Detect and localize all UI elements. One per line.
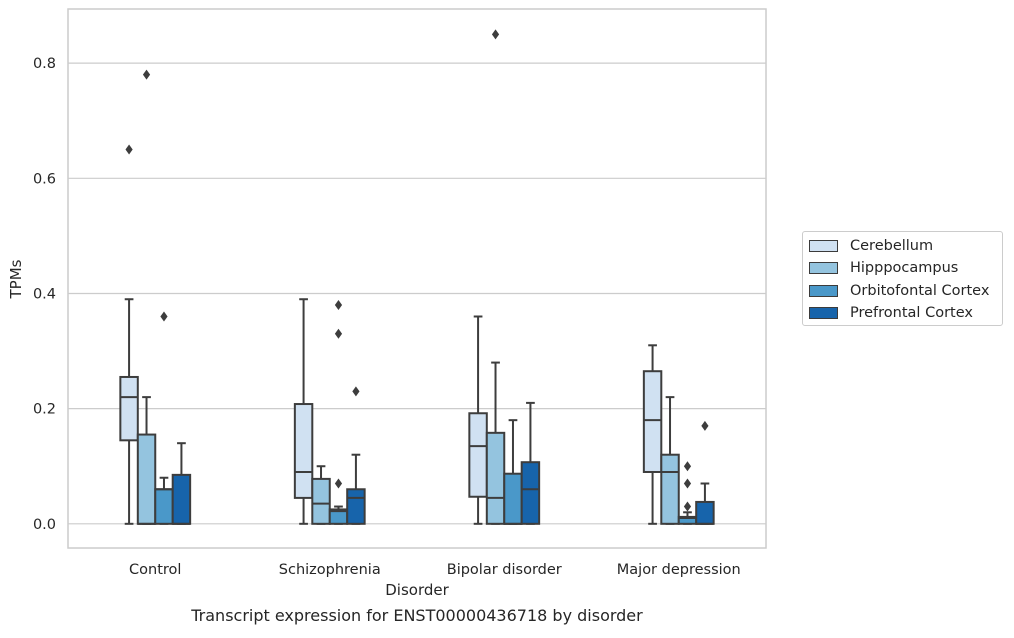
box-iqr (154, 488, 174, 525)
legend-item-hippocampus: Hipppocampus (809, 258, 958, 278)
legend-label: Prefrontal Cortex (850, 305, 973, 321)
y-tick-label: 0.0 (33, 517, 56, 533)
box-iqr (485, 431, 506, 525)
legend-item-cerebellum: Cerebellum (809, 236, 933, 256)
legend-item-prefrontal: Prefrontal Cortex (809, 303, 973, 323)
legend-item-orbitofrontal: Orbitofontal Cortex (809, 281, 989, 301)
legend-swatch-orbitofrontal (809, 285, 838, 297)
box-iqr (346, 488, 366, 525)
outlier-point (125, 144, 133, 155)
figure-caption: Transcript expression for ENST0000043671… (191, 606, 643, 625)
box-cerebellum (119, 144, 139, 525)
legend-swatch-prefrontal (809, 307, 838, 319)
box-hipppocampus (485, 29, 506, 525)
box-cerebellum (642, 344, 663, 525)
box-hipppocampus (311, 465, 331, 525)
outlier-point (701, 420, 709, 431)
box-orbitofontal-cortex (154, 311, 174, 525)
legend-label: Hipppocampus (850, 260, 959, 276)
plot-frame (67, 8, 767, 549)
x-axis-label: Disorder (385, 581, 449, 599)
box-iqr (503, 472, 523, 525)
legend-label: Orbitofontal Cortex (850, 283, 990, 299)
outlier-point (160, 311, 168, 322)
x-tick-label: Schizophrenia (279, 562, 381, 578)
outlier-point (491, 29, 500, 40)
box-iqr (520, 461, 541, 525)
outlier-point (334, 478, 343, 489)
y-axis-label: TPMs (7, 259, 25, 299)
box-iqr (171, 473, 192, 525)
box-orbitofontal-cortex (328, 299, 349, 525)
box-cerebellum (293, 298, 314, 525)
outlier-point (142, 69, 151, 80)
box-prefrontal-cortex (520, 401, 541, 525)
outlier-point (352, 386, 360, 397)
y-tick-label: 0.6 (33, 171, 56, 187)
x-tick-label: Major depression (617, 562, 741, 578)
outlier-point (683, 478, 692, 489)
box-prefrontal-cortex (695, 420, 715, 525)
legend-label: Cerebellum (850, 238, 934, 254)
box-iqr (293, 403, 314, 499)
x-tick-label: Control (129, 562, 181, 578)
box-cerebellum (468, 315, 488, 525)
y-tick-label: 0.2 (33, 402, 56, 418)
box-iqr (642, 370, 663, 473)
outlier-point (334, 299, 343, 310)
legend: Cerebellum Hipppocampus Orbitofontal Cor… (802, 231, 1003, 326)
outlier-point (683, 461, 692, 472)
y-tick-label: 0.8 (33, 56, 56, 72)
box-iqr (468, 412, 488, 498)
legend-swatch-cerebellum (809, 240, 838, 252)
box-prefrontal-cortex (346, 386, 366, 525)
box-iqr (311, 477, 331, 525)
x-tick-label: Bipolar disorder (447, 562, 562, 578)
box-iqr (119, 375, 139, 442)
box-orbitofontal-cortex (677, 461, 698, 525)
y-tick-label: 0.4 (33, 286, 56, 302)
box-prefrontal-cortex (171, 442, 192, 525)
box-iqr (695, 500, 715, 525)
box-iqr (136, 433, 157, 525)
box-orbitofontal-cortex (503, 419, 523, 525)
box-hipppocampus (660, 396, 680, 525)
box-hipppocampus (136, 69, 157, 525)
box-iqr (660, 453, 680, 525)
outlier-point (683, 501, 692, 512)
legend-swatch-hippocampus (809, 262, 838, 274)
outlier-point (334, 328, 343, 339)
